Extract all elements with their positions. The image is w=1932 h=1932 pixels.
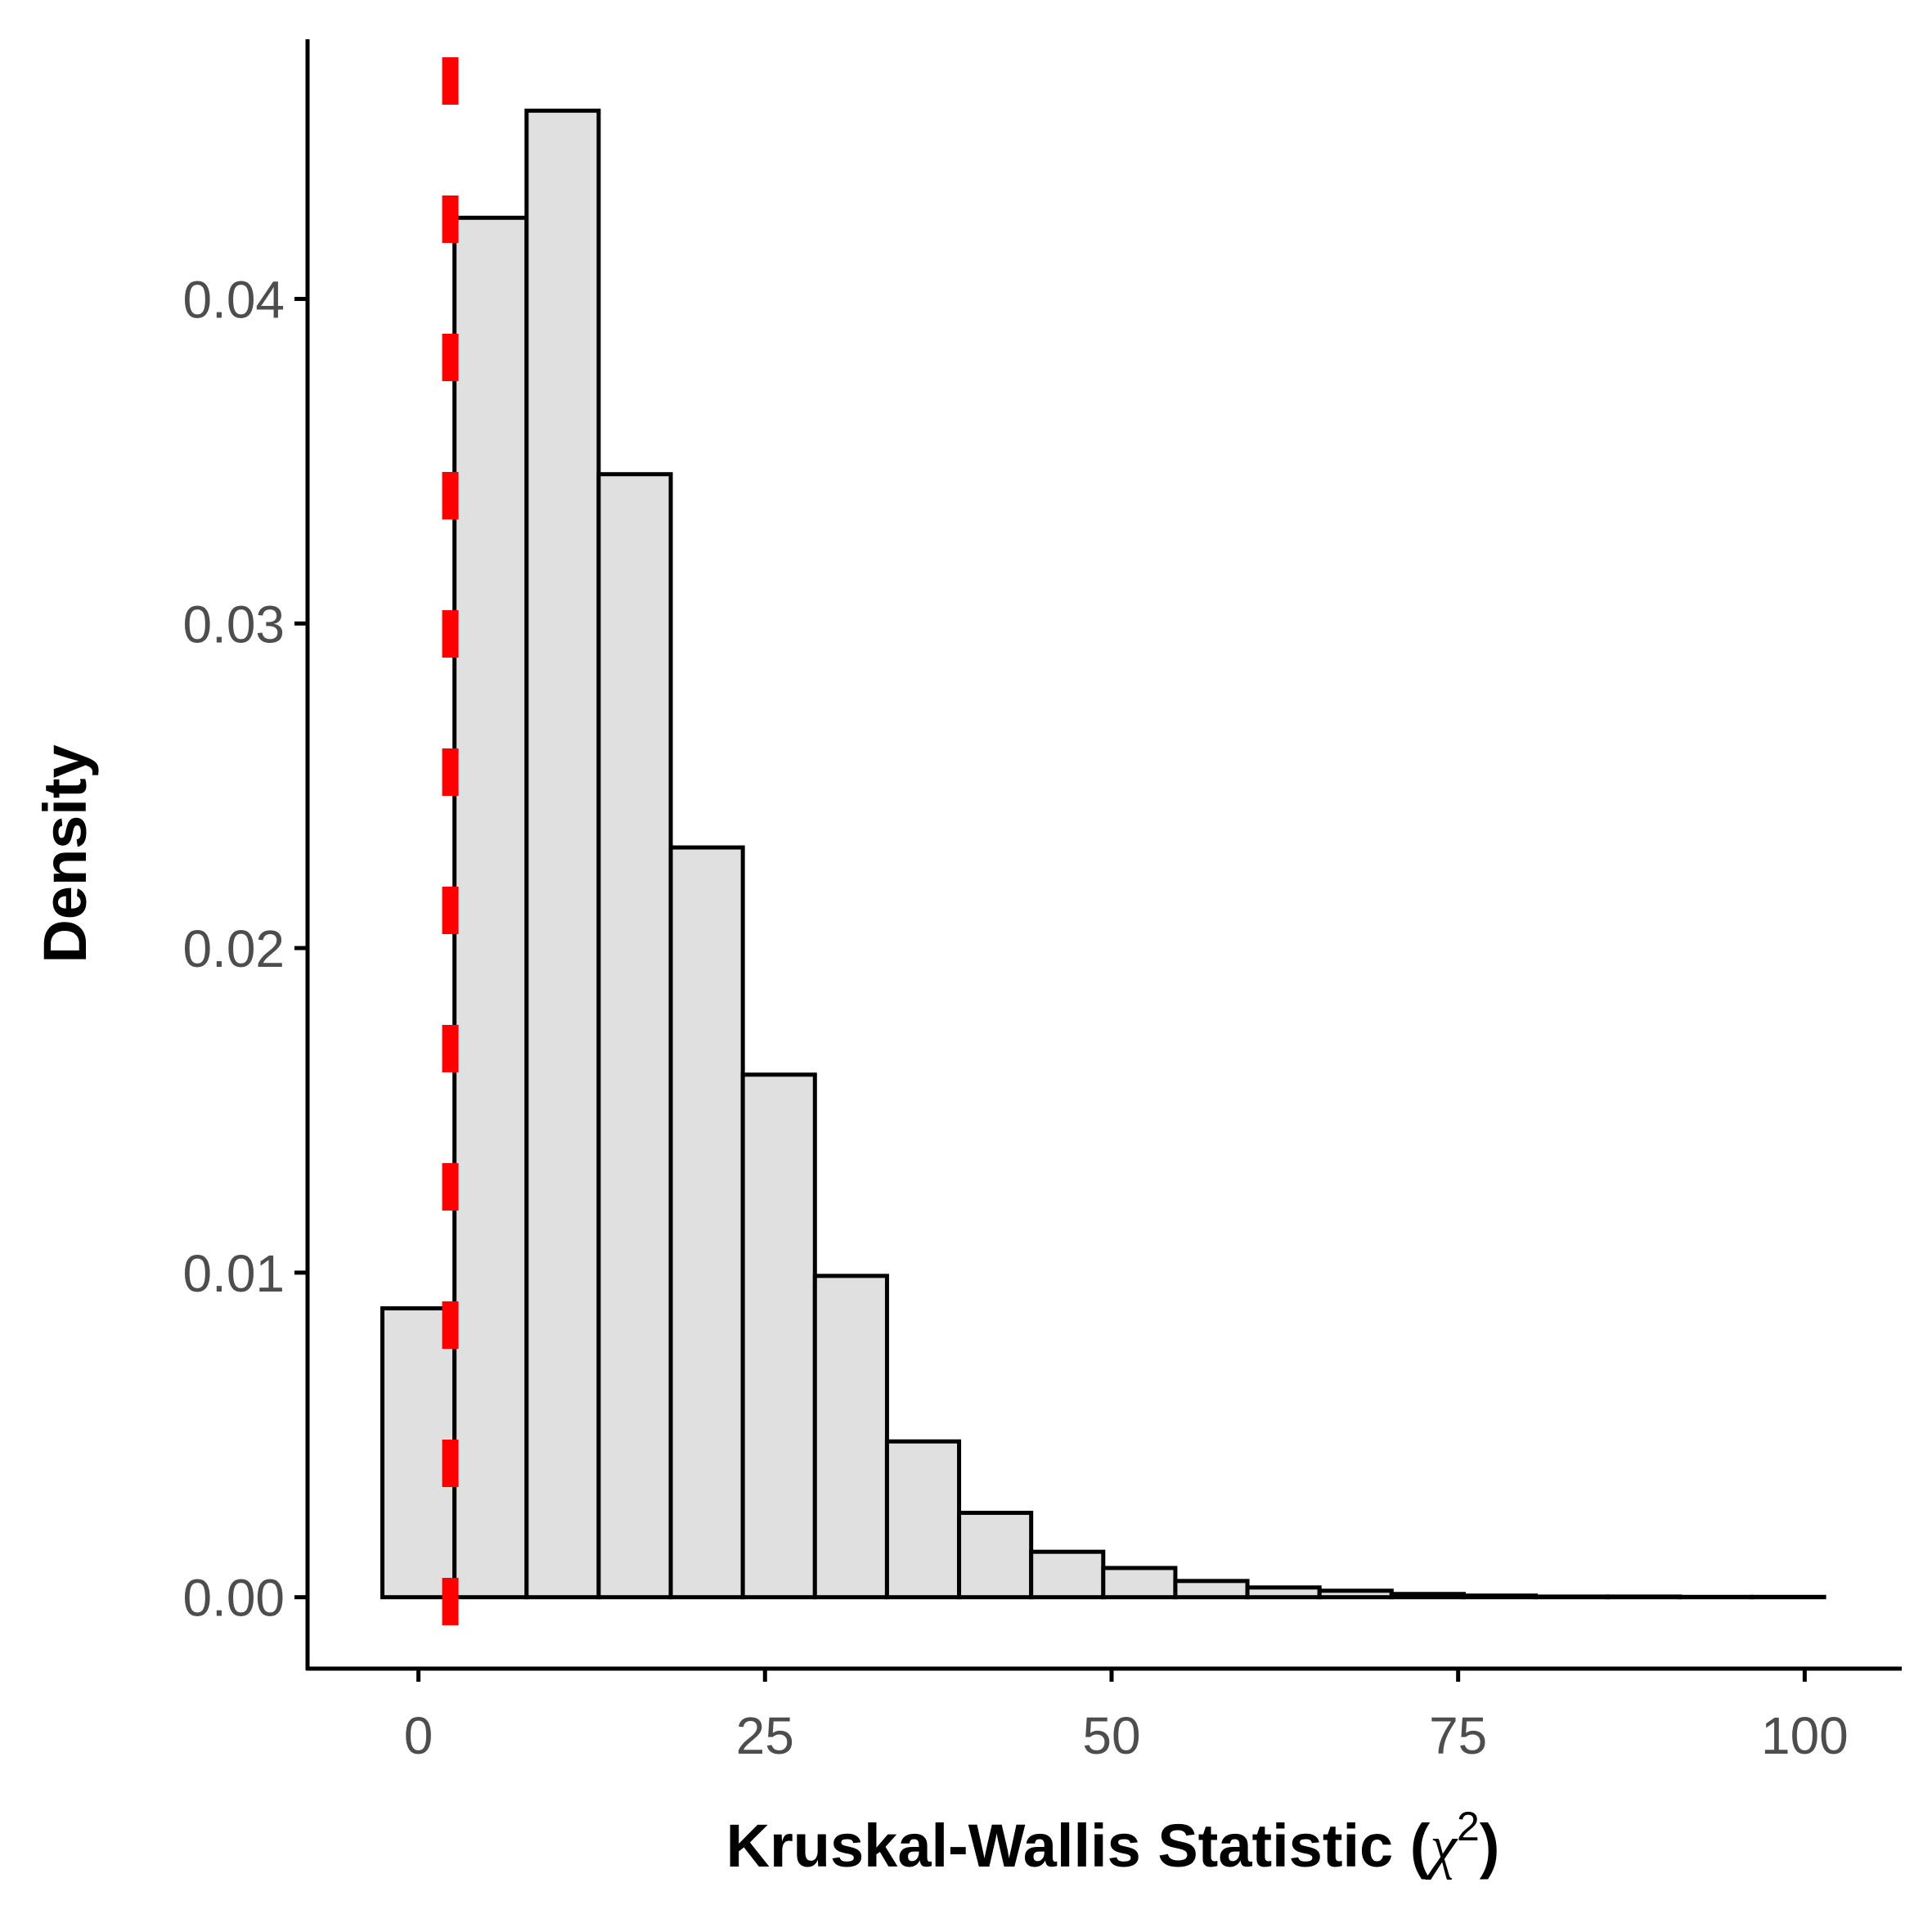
x-axis-title-superscript: 2: [1457, 1804, 1480, 1849]
histogram-bar: [740, 1072, 817, 1600]
histogram-bar: [1461, 1593, 1539, 1600]
x-tick-label: 0: [404, 1706, 434, 1765]
axes: [305, 39, 1902, 1671]
x-tick-label: 100: [1761, 1706, 1849, 1765]
histogram-bar: [1389, 1592, 1466, 1600]
histogram-bar: [596, 472, 673, 1600]
histogram-bar: [452, 215, 529, 1600]
histogram-bars: [380, 108, 1826, 1600]
x-axis-title-text: Kruskal-Wallis Statistic (: [726, 1812, 1431, 1880]
y-tick-label: 0.02: [182, 919, 285, 978]
x-tick-label: 75: [1429, 1706, 1487, 1765]
x-axis-title-chi-symbol: χ: [1425, 1813, 1458, 1880]
histogram-bar: [812, 1274, 889, 1600]
y-tick-label: 0.00: [182, 1569, 285, 1628]
histogram-bar: [1101, 1566, 1178, 1600]
x-axis-title: Kruskal-Wallis Statistic (χ2): [726, 1804, 1500, 1880]
y-axis-title: Density: [31, 744, 99, 963]
x-tick-label: 25: [736, 1706, 794, 1765]
histogram-bar: [524, 108, 601, 1600]
x-axis-title-close-paren: ): [1480, 1812, 1500, 1880]
y-ticks: 0.00 0.01 0.02 0.03 0.04: [182, 270, 308, 1628]
histogram-bar: [957, 1511, 1034, 1600]
histogram-bar: [1173, 1579, 1250, 1600]
histogram-bar: [1245, 1585, 1322, 1600]
x-ticks: 0 25 50 75 100: [404, 1669, 1849, 1765]
y-tick-label: 0.04: [182, 270, 285, 329]
histogram-bar: [1317, 1588, 1394, 1600]
histogram-bar: [1029, 1549, 1106, 1600]
y-tick-label: 0.01: [182, 1244, 285, 1303]
histogram-bar: [884, 1439, 962, 1600]
histogram-bar: [668, 845, 745, 1600]
y-tick-label: 0.03: [182, 595, 285, 654]
x-tick-label: 50: [1082, 1706, 1140, 1765]
